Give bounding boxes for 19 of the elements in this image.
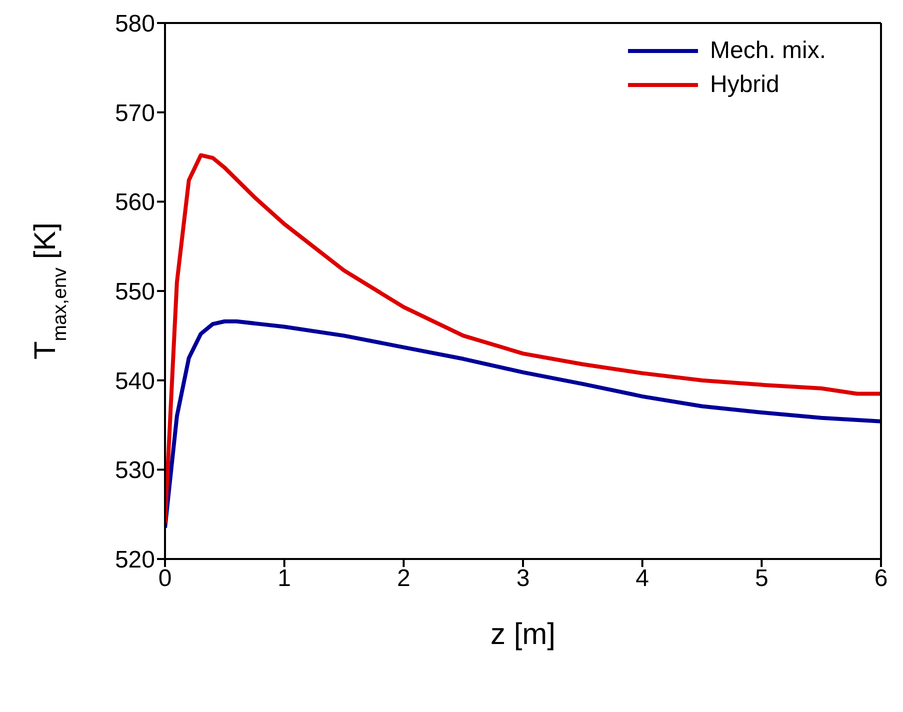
y-tick-label: 570 [114, 100, 155, 127]
x-tick-label: 6 [874, 565, 888, 592]
y-tick-label: 550 [114, 278, 155, 306]
x-tick-label: 1 [278, 565, 292, 592]
y-tick-label: 530 [114, 457, 155, 484]
x-tick-label: 4 [636, 565, 650, 592]
legend-label: Hybrid [710, 70, 780, 100]
x-tick-label: 2 [396, 565, 410, 592]
x-tick-label: 0 [158, 565, 172, 592]
y-tick-label: 540 [114, 368, 155, 395]
line-series [165, 153, 881, 526]
x-tick-label: 5 [754, 565, 768, 592]
x-axis-title: z [m] [490, 618, 556, 651]
y-tick-label: 560 [114, 189, 155, 216]
x-tick-label: 3 [516, 565, 530, 592]
line-series [165, 319, 881, 530]
legend-label: Mech. mix. [710, 36, 826, 66]
y-tick-label: 580 [114, 10, 155, 38]
y-tick-label: 520 [114, 546, 155, 574]
